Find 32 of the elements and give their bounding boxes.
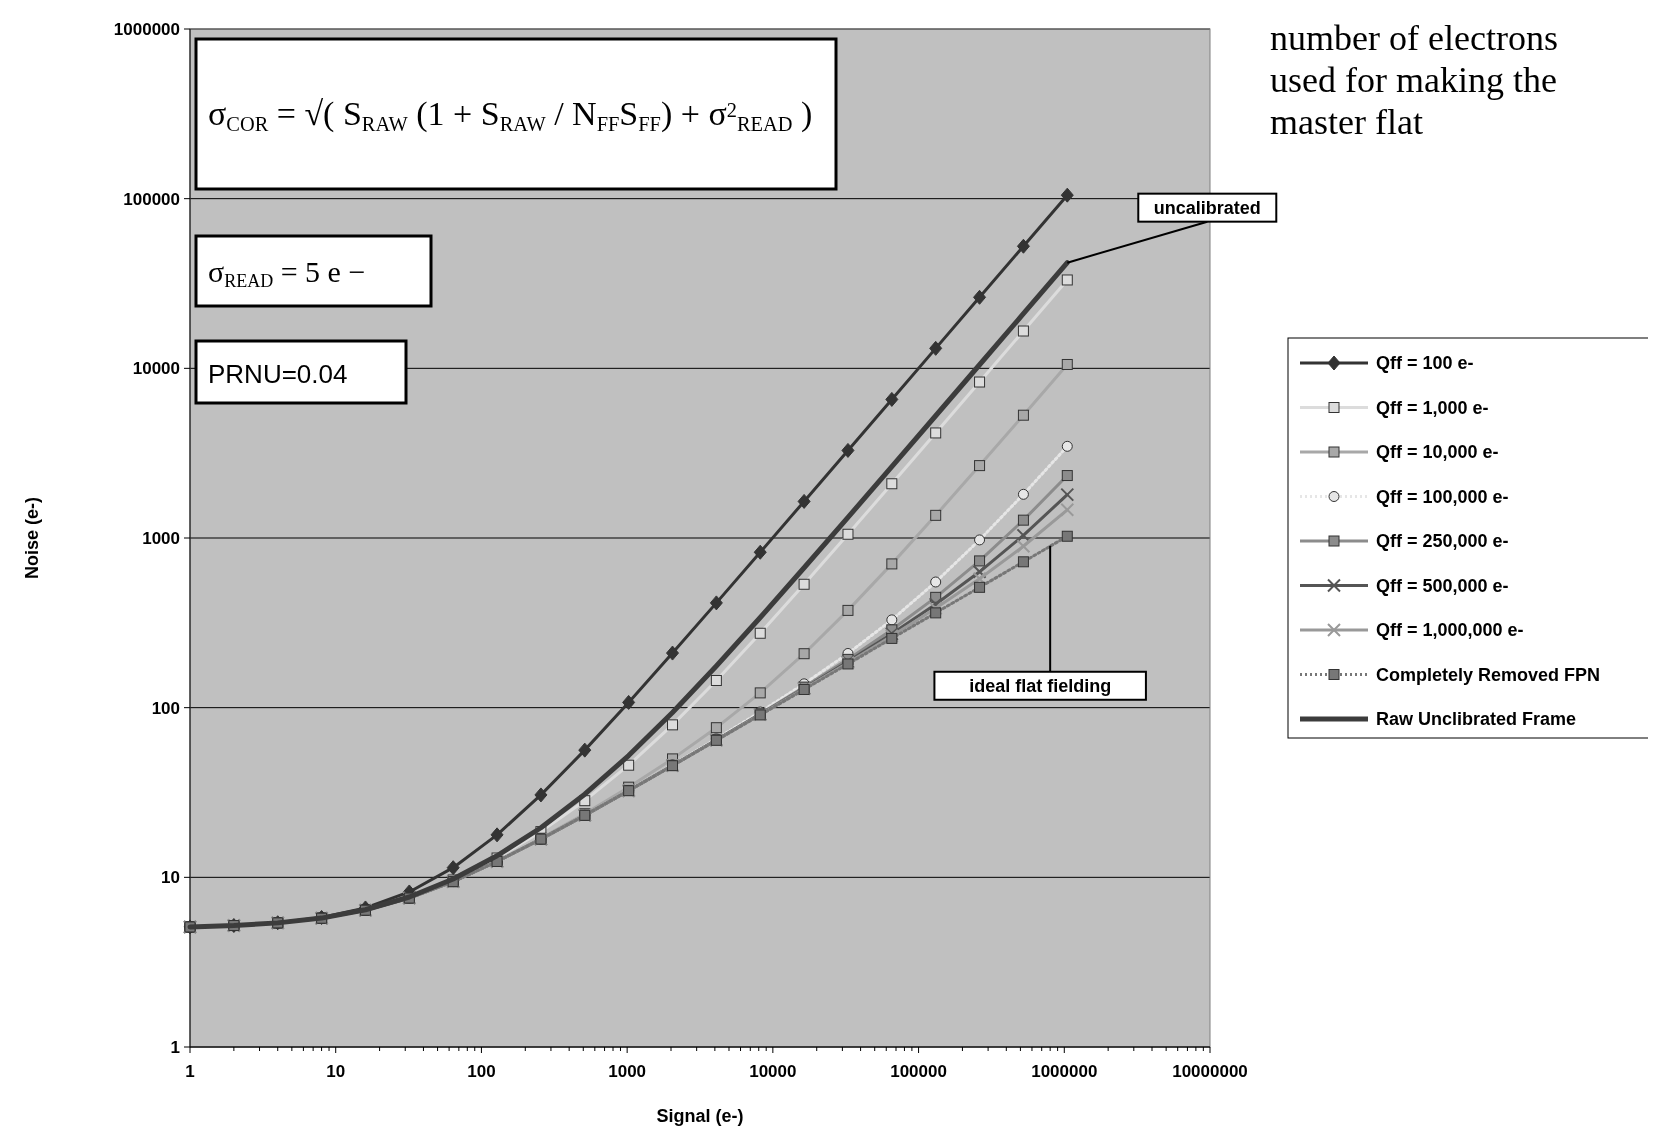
x-tick-label: 100000 [890,1062,947,1081]
x-tick-label: 10000000 [1172,1062,1248,1081]
y-axis-title: Noise (e-) [22,496,42,580]
legend-label: Raw Unclibrated Frame [1376,709,1577,729]
annotation: ideal flat fielding [969,675,1112,696]
y-tick-label: 10 [161,868,180,888]
text: σ$_{COR}$ = √( S$_{RAW}$ (1 + S$_{RAW}$ / N$_{FF}$S$_{FF}$) + σ$^{2}$$_{READ}$ ) [208,95,813,135]
annotation: σ$_{READ}$ = 5 e − [208,255,366,292]
legend-label: Qff = 250,000 e- [1376,531,1509,551]
x-tick-label: 10000 [749,1062,797,1081]
text: number of electrons used for making the master flat [1270,18,1558,142]
legend-label: Qff = 1,000,000 e- [1376,620,1524,640]
y-tick-label: 100000 [123,189,180,209]
y-tick-label: 1000000 [113,20,180,39]
annotation: PRNU=0.04 [208,359,348,389]
legend-label: Qff = 100,000 e- [1376,486,1509,507]
legend-label: Qff = 1,000 e- [1376,397,1489,418]
y-tick-label: 10000 [132,359,180,379]
x-tick-label: 1 [185,1062,195,1081]
x-tick-label: 10 [326,1062,346,1081]
y-tick-label: 1000 [142,529,180,548]
x-axis-title: Signal (e-) [656,1106,744,1126]
legend-label: Completely Removed FPN [1376,664,1601,685]
x-tick-label: 1000 [608,1062,647,1081]
legend-label: Qff = 10,000 e- [1376,442,1499,462]
y-tick-label: 1 [170,1038,180,1057]
legend-label: Qff = 500,000 e- [1376,575,1509,596]
y-tick-label: 100 [151,698,180,718]
annotation: uncalibrated [1153,197,1261,218]
x-tick-label: 100 [467,1062,496,1081]
legend-label: Qff = 100 e- [1376,353,1474,373]
x-tick-label: 1000000 [1031,1062,1098,1081]
